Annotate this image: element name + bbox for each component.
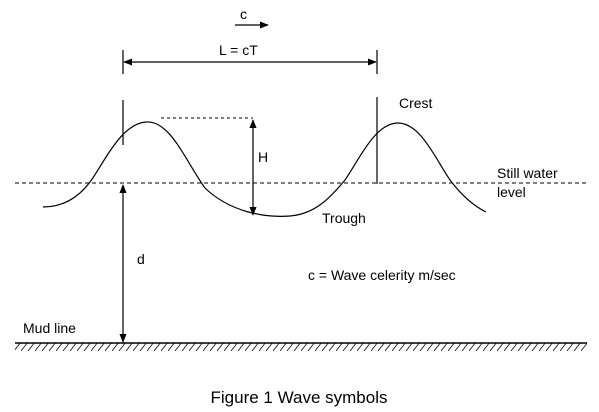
height-label: H: [258, 149, 268, 165]
crest-label: Crest: [399, 95, 433, 111]
wave-profile: [42, 121, 487, 217]
celerity-definition: c = Wave celerity m/sec: [308, 267, 456, 283]
figure-caption: Figure 1 Wave symbols: [211, 388, 388, 407]
still-water-label-line1: Still water: [497, 165, 558, 181]
mud-line-label: Mud line: [23, 320, 76, 336]
seabed-hatch: [15, 343, 587, 351]
still-water-label-line2: level: [497, 184, 526, 200]
trough-label: Trough: [322, 210, 366, 226]
wavelength-label: L = cT: [219, 42, 258, 58]
depth-label: d: [137, 251, 145, 267]
celerity-label: c: [240, 6, 247, 22]
